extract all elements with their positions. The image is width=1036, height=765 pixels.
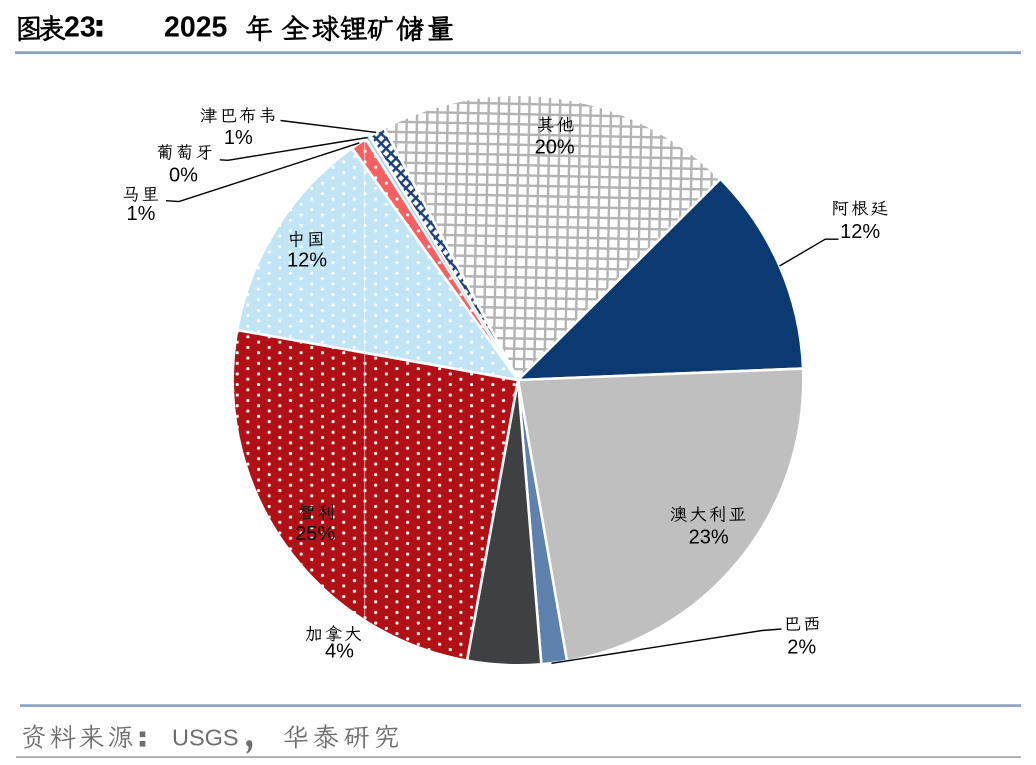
svg-text:12%: 12%: [840, 221, 880, 243]
svg-text:0%: 0%: [169, 165, 198, 187]
svg-text:25%: 25%: [295, 523, 335, 545]
svg-text:12%: 12%: [287, 250, 327, 272]
svg-text:23%: 23%: [689, 527, 729, 549]
svg-text:2025: 2025: [164, 12, 228, 44]
svg-text:23: 23: [64, 12, 96, 44]
svg-text:2%: 2%: [787, 637, 816, 659]
svg-text:1%: 1%: [224, 127, 253, 149]
svg-text:20%: 20%: [535, 136, 575, 158]
svg-text:1%: 1%: [127, 203, 156, 225]
svg-text:USGS: USGS: [172, 725, 239, 751]
svg-text:4%: 4%: [325, 641, 354, 663]
